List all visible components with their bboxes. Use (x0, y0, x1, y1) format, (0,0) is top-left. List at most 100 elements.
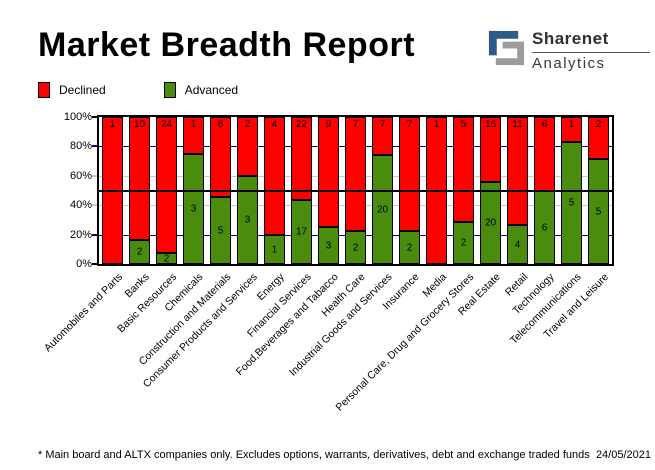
declined-count-label: 16 (484, 119, 497, 130)
legend-declined-label: Declined (59, 83, 106, 97)
declined-count-label: 11 (512, 119, 523, 130)
advanced-segment: 2 (156, 253, 177, 264)
advanced-segment: 3 (183, 154, 204, 264)
logo-name: Sharenet (532, 29, 650, 53)
advanced-segment: 5 (588, 159, 609, 264)
legend-declined-swatch (38, 82, 50, 98)
report-date: 24/05/2021 (595, 449, 651, 461)
advanced-segment: 6 (534, 191, 555, 264)
advanced-count-label: 5 (217, 225, 224, 236)
declined-count-label: 6 (217, 119, 224, 130)
advanced-segment: 4 (507, 225, 528, 264)
advanced-segment: 2 (129, 240, 150, 264)
advanced-count-label: 5 (595, 206, 602, 217)
y-axis-label-60: 60% (69, 169, 92, 182)
advanced-count-label: 2 (163, 253, 170, 264)
bar-basic-resources: 24 2 (156, 117, 177, 264)
declined-segment: 7 (345, 117, 366, 231)
declined-count-label: 1 (109, 119, 116, 130)
y-axis-label-40: 40% (69, 199, 92, 212)
chart-plot-area: 1 10 2 24 2 1 3 6 5 2 3 4 1 22 17 9 3 7 2 7 20 7 2 1 5 2 16 20 11 4 6 6… (97, 115, 614, 266)
declined-count-label: 2 (244, 119, 251, 130)
advanced-segment: 17 (291, 200, 312, 264)
y-axis-tick-40 (92, 204, 97, 207)
declined-segment: 22 (291, 117, 312, 200)
bar-industrial-goods-and-services: 7 20 (372, 117, 393, 264)
declined-segment: 10 (129, 117, 150, 240)
advanced-segment: 3 (237, 176, 258, 264)
advanced-count-label: 4 (514, 239, 521, 250)
sharenet-logo-icon (488, 30, 525, 66)
footer-note: * Main board and ALTX companies only. Ex… (38, 449, 590, 461)
y-axis-label-20: 20% (69, 228, 92, 241)
declined-count-label: 1 (190, 119, 197, 130)
declined-segment: 2 (588, 117, 609, 159)
declined-count-label: 1 (433, 119, 440, 130)
declined-count-label: 1 (568, 119, 575, 130)
y-axis-tick-80 (92, 145, 97, 148)
advanced-segment: 20 (480, 182, 501, 264)
bar-banks: 10 2 (129, 117, 150, 264)
bar-financial-services: 22 17 (291, 117, 312, 264)
declined-segment: 6 (534, 117, 555, 191)
declined-segment: 11 (507, 117, 528, 225)
advanced-count-label: 3 (325, 240, 332, 251)
declined-count-label: 5 (460, 119, 467, 130)
advanced-segment: 2 (399, 231, 420, 264)
declined-segment: 1 (183, 117, 204, 154)
y-axis-tick-20 (92, 233, 97, 236)
midline-50pct (99, 189, 612, 192)
y-axis-label-0: 0% (76, 258, 92, 270)
y-axis-tick-0 (92, 263, 97, 265)
declined-segment: 7 (399, 117, 420, 231)
declined-segment: 16 (480, 117, 501, 182)
declined-segment: 24 (156, 117, 177, 253)
logo-tagline: Analytics (532, 55, 606, 72)
advanced-count-label: 20 (484, 217, 497, 229)
advanced-count-label: 6 (541, 222, 548, 233)
advanced-count-label: 3 (190, 203, 197, 215)
declined-segment: 1 (561, 117, 582, 142)
declined-count-label: 9 (325, 119, 332, 130)
declined-segment: 5 (453, 117, 474, 222)
page-title: Market Breadth Report (38, 26, 416, 64)
declined-segment: 9 (318, 117, 339, 227)
bar-real-estate: 16 20 (480, 117, 501, 264)
advanced-count-label: 5 (568, 197, 575, 209)
advanced-count-label: 1 (271, 244, 278, 255)
declined-count-label: 2 (595, 119, 602, 130)
declined-segment: 7 (372, 117, 393, 155)
advanced-count-label: 2 (406, 242, 413, 253)
chart-legend: Declined Advanced (38, 82, 296, 98)
advanced-count-label: 3 (244, 214, 251, 226)
advanced-segment: 5 (210, 197, 231, 264)
declined-count-label: 7 (352, 119, 359, 130)
bar-retail: 11 4 (507, 117, 528, 264)
x-axis-label: Automobiles and Parts (41, 271, 125, 355)
advanced-segment: 5 (561, 142, 582, 264)
advanced-count-label: 2 (136, 246, 143, 258)
declined-segment: 2 (237, 117, 258, 176)
sharenet-logo-text: Sharenet Analytics (532, 29, 650, 72)
declined-count-label: 7 (406, 119, 413, 130)
advanced-segment: 20 (372, 155, 393, 264)
sharenet-logo: Sharenet Analytics (487, 29, 650, 72)
legend-advanced-swatch (163, 82, 176, 98)
advanced-segment: 2 (453, 222, 474, 264)
declined-segment: 4 (264, 117, 285, 235)
declined-count-label: 7 (379, 119, 386, 130)
advanced-count-label: 2 (460, 237, 467, 249)
advanced-count-label: 2 (352, 242, 359, 253)
advanced-segment: 2 (345, 231, 366, 264)
declined-count-label: 6 (541, 119, 548, 130)
advanced-count-label: 20 (376, 204, 389, 215)
y-axis-tick-100 (92, 116, 97, 118)
